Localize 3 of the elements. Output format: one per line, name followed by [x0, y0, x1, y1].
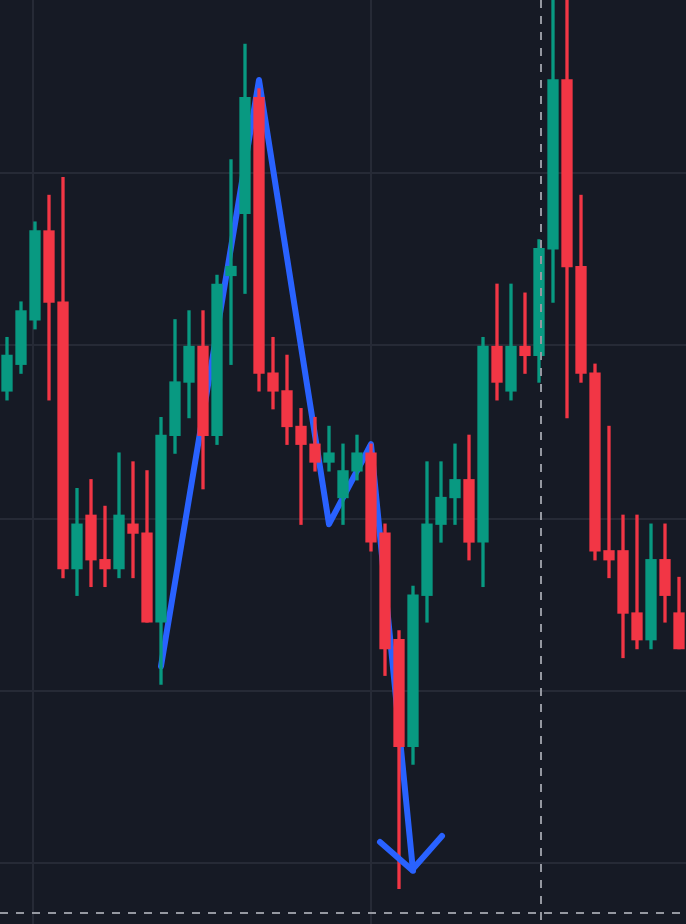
candlestick: [323, 425, 335, 472]
candlestick: [225, 159, 237, 365]
candlestick: [519, 292, 531, 374]
